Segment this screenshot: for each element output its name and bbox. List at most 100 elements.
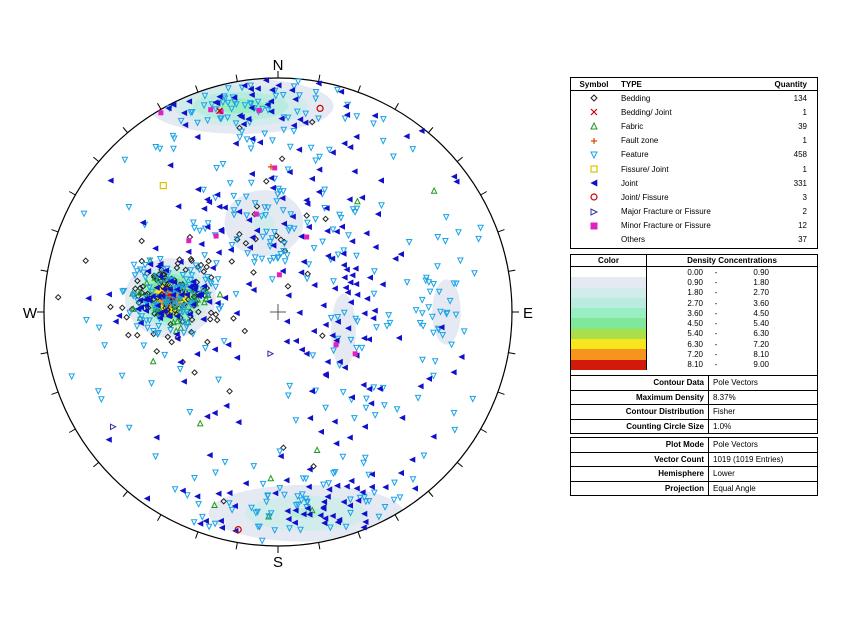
feature-point bbox=[171, 302, 179, 310]
feature-point bbox=[248, 504, 255, 512]
joint-point bbox=[221, 294, 229, 301]
feature-point bbox=[315, 115, 322, 123]
joint-point bbox=[346, 434, 353, 441]
joint-point bbox=[409, 456, 416, 463]
tick-mark bbox=[235, 542, 238, 550]
joint-point bbox=[166, 312, 173, 319]
joint-point bbox=[249, 234, 256, 241]
feature-point bbox=[238, 84, 246, 92]
tick-mark bbox=[394, 103, 399, 110]
joint-point bbox=[417, 383, 424, 390]
diamond-symbol-icon bbox=[571, 93, 617, 103]
feature-point bbox=[265, 513, 273, 521]
joint-point bbox=[322, 321, 329, 328]
joint-point bbox=[272, 490, 279, 497]
feature-point bbox=[230, 207, 238, 215]
density-swatch bbox=[571, 359, 647, 370]
feature-point bbox=[276, 448, 284, 456]
density-dash: - bbox=[714, 277, 718, 287]
feature-point bbox=[412, 307, 420, 314]
bedding-point bbox=[278, 155, 286, 163]
legend-type: Bedding bbox=[621, 93, 651, 103]
density-row: 3.60 - 4.50 bbox=[571, 308, 817, 319]
feature-point bbox=[188, 272, 196, 280]
joint-point bbox=[321, 519, 328, 527]
density-high: 8.10 bbox=[753, 350, 769, 360]
joint-point bbox=[430, 433, 437, 440]
info-label: Vector Count bbox=[571, 452, 709, 466]
joint-point bbox=[320, 498, 328, 505]
contour-level bbox=[331, 293, 356, 368]
feature-point bbox=[211, 520, 219, 528]
density-high: 5.40 bbox=[753, 319, 769, 329]
joint-point bbox=[186, 311, 193, 318]
feature-point bbox=[475, 235, 483, 243]
contour-info-rows: Contour Data Pole Vectors Maximum Density 8… bbox=[571, 376, 817, 434]
feature-point bbox=[142, 274, 149, 282]
bedding-point bbox=[188, 316, 196, 324]
joint-point bbox=[198, 241, 205, 248]
density-dash: - bbox=[714, 319, 718, 329]
feature-point bbox=[425, 304, 433, 312]
legend-row: Joint 331 bbox=[571, 176, 817, 190]
feature-point bbox=[230, 192, 238, 200]
joint-point bbox=[392, 255, 399, 262]
tick-mark bbox=[69, 428, 76, 433]
joint-point bbox=[340, 250, 347, 257]
feature-point bbox=[303, 219, 311, 227]
minor-fracture-or-fissure-point bbox=[158, 110, 164, 116]
feature-point bbox=[194, 119, 201, 127]
feature-point bbox=[426, 288, 434, 296]
info-row: Vector Count 1019 (1019 Entries) bbox=[571, 452, 817, 467]
fabric-point bbox=[353, 197, 361, 205]
feature-point bbox=[133, 323, 141, 331]
joint-point bbox=[217, 517, 224, 524]
feature-point bbox=[247, 179, 255, 187]
density-swatch bbox=[571, 328, 647, 340]
joint-point bbox=[298, 346, 305, 353]
joint-point bbox=[254, 85, 261, 92]
bedding-point bbox=[138, 237, 146, 245]
feature-point bbox=[204, 291, 212, 299]
feature-point bbox=[418, 310, 426, 318]
bedding-point bbox=[206, 315, 214, 323]
compass-south: S bbox=[273, 554, 283, 571]
primitive-circle bbox=[43, 77, 513, 547]
feature-point bbox=[358, 344, 366, 352]
feature-point bbox=[353, 318, 361, 326]
feature-point bbox=[437, 308, 444, 316]
joint-point bbox=[284, 507, 291, 515]
feature-point bbox=[201, 252, 209, 260]
feature-point bbox=[294, 78, 302, 86]
feature-point bbox=[316, 153, 323, 161]
feature-point bbox=[302, 110, 310, 118]
tick-mark bbox=[69, 191, 76, 196]
feature-point bbox=[331, 469, 339, 476]
joint-point bbox=[267, 98, 275, 105]
feature-point bbox=[187, 277, 195, 284]
triangle-left-symbol-icon bbox=[571, 178, 617, 188]
joint-point bbox=[240, 121, 247, 128]
tick-mark bbox=[195, 531, 199, 539]
density-swatch bbox=[571, 297, 647, 309]
feature-point bbox=[95, 324, 103, 332]
joint-point bbox=[289, 213, 296, 220]
feature-point bbox=[271, 527, 279, 535]
joint-point bbox=[197, 520, 204, 527]
bedding-point bbox=[241, 327, 249, 335]
density-low: 0.00 bbox=[687, 267, 703, 277]
joint-point bbox=[347, 299, 354, 306]
feature-point bbox=[370, 290, 378, 298]
feature-point bbox=[242, 193, 250, 201]
joint-point bbox=[249, 135, 256, 142]
joint-point bbox=[353, 133, 360, 140]
feature-point bbox=[425, 279, 433, 287]
density-high: 1.80 bbox=[753, 277, 769, 287]
feature-point bbox=[451, 426, 459, 434]
joint-point bbox=[397, 469, 405, 477]
fabric-point bbox=[170, 318, 177, 326]
feature-point bbox=[284, 392, 292, 400]
joint-point bbox=[324, 358, 331, 365]
feature-point bbox=[477, 224, 485, 232]
feature-point bbox=[375, 513, 383, 521]
